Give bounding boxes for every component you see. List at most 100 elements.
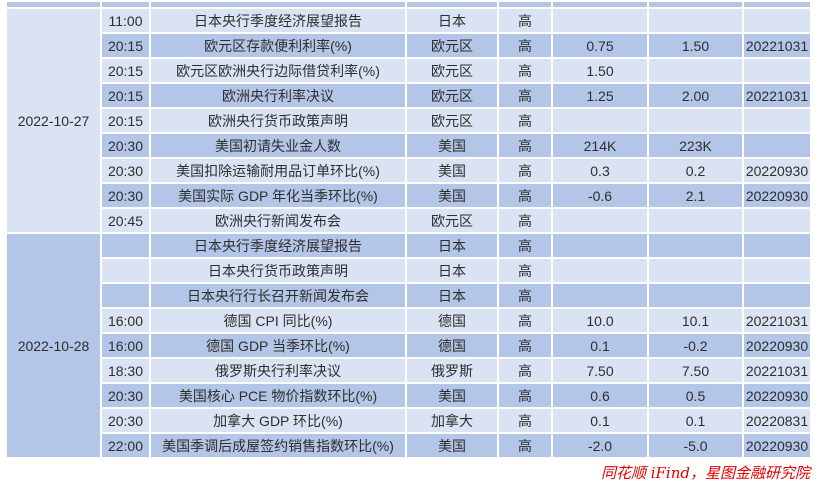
value2-cell: 223K [649,134,742,157]
table-row: 日本央行货币政策声明 日本高 [7,259,810,282]
value1-cell: 10.0 [553,309,647,332]
time-cell: 20:15 [102,109,149,132]
importance-cell: 高 [499,284,551,307]
event-cell: 加拿大 GDP 环比(%) [151,409,405,432]
value2-cell: 1.50 [649,34,742,57]
value2-cell: 2.1 [649,184,742,207]
value1-cell: 0.1 [553,334,647,357]
region-cell: 欧元区 [407,109,497,132]
importance-cell: 高 [499,259,551,282]
table-row: 20:15 欧元区存款便利利率(%) 欧元区高 0.75 1.50 20221031 [7,34,810,57]
value1-cell: -0.6 [553,184,647,207]
region-cell: 欧元区 [407,34,497,57]
value2-cell: 2.00 [649,84,742,107]
value1-cell: 0.75 [553,34,647,57]
date2-cell [744,284,810,307]
importance-cell: 高 [499,409,551,432]
value2-cell: 0.5 [649,384,742,407]
date2-cell [744,9,810,32]
date2-cell [744,109,810,132]
event-cell: 欧洲央行利率决议 [151,84,405,107]
event-cell: 德国 GDP 当季环比(%) [151,334,405,357]
table-row: 20:15 欧洲央行货币政策声明 欧元区高 [7,109,810,132]
value1-cell [553,9,647,32]
time-cell: 20:15 [102,84,149,107]
event-cell: 欧元区存款便利利率(%) [151,34,405,57]
calendar-body: 2022-10-27 11:00 日本央行季度经济展望报告 日本高 20:15 欧元区存款… [7,2,810,457]
importance-cell: 高 [499,234,551,257]
importance-cell: 高 [499,134,551,157]
event-cell: 日本央行行长召开新闻发布会 [151,284,405,307]
table-row: 16:00 德国 GDP 当季环比(%) 德国高 0.1 -0.2 20220930 [7,334,810,357]
region-cell: 欧元区 [407,59,497,82]
table-row: 20:30 美国初请失业金人数 美国高 214K 223K [7,134,810,157]
table-row: 20:45 欧洲央行新闻发布会 欧元区高 [7,209,810,232]
importance-cell: 高 [499,359,551,382]
time-cell: 20:30 [102,409,149,432]
region-cell: 美国 [407,184,497,207]
time-cell: 20:15 [102,34,149,57]
partial-date-cell [7,2,100,7]
importance-cell: 高 [499,84,551,107]
importance-cell: 高 [499,34,551,57]
event-cell: 日本央行季度经济展望报告 [151,9,405,32]
partial-value2-cell [649,2,742,7]
value2-cell [649,109,742,132]
importance-cell: 高 [499,209,551,232]
event-cell: 俄罗斯央行利率决议 [151,359,405,382]
time-cell: 20:30 [102,384,149,407]
partial-event-cell [151,2,405,7]
date-group-cell: 2022-10-27 [7,9,100,232]
value1-cell [553,284,647,307]
region-cell: 日本 [407,9,497,32]
value1-cell: 1.50 [553,59,647,82]
table-row: 日本央行行长召开新闻发布会 日本高 [7,284,810,307]
table-row: 16:00 德国 CPI 同比(%) 德国高 10.0 10.1 20221031 [7,309,810,332]
date2-cell: 20220930 [744,384,810,407]
date2-cell: 20221031 [744,84,810,107]
value2-cell: 7.50 [649,359,742,382]
date2-cell [744,59,810,82]
time-cell: 20:30 [102,184,149,207]
value2-cell [649,284,742,307]
value1-cell [553,109,647,132]
date2-cell: 20220930 [744,334,810,357]
time-cell [102,259,149,282]
value2-cell [649,9,742,32]
time-cell: 16:00 [102,309,149,332]
time-cell: 20:30 [102,134,149,157]
date2-cell: 20220930 [744,184,810,207]
region-cell: 加拿大 [407,409,497,432]
table-row: 2022-10-28 日本央行季度经济展望报告 日本高 [7,234,810,457]
value1-cell [553,209,647,232]
date2-cell: 20220831 [744,409,810,432]
value2-cell: 0.2 [649,159,742,182]
partial-importance-cell [499,2,551,7]
region-cell: 美国 [407,159,497,182]
table-row: 20:30 美国扣除运输耐用品订单环比(%) 美国高 0.3 0.2 20220930 [7,159,810,182]
table-row: 22:00 美国季调后成屋签约销售指数环比(%) 美国高 -2.0 -5.0 202209… [7,434,810,457]
importance-cell: 高 [499,184,551,207]
date2-cell: 20221031 [744,359,810,382]
value2-cell: -0.2 [649,334,742,357]
date2-cell [744,259,810,282]
partial-date2-cell [744,2,810,7]
time-cell: 18:30 [102,359,149,382]
importance-cell: 高 [499,309,551,332]
time-cell: 22:00 [102,434,149,457]
date2-cell [744,209,810,232]
partial-value1-cell [553,2,647,7]
region-cell: 德国 [407,334,497,357]
value1-cell: 0.6 [553,384,647,407]
table-row: 2022-10-27 11:00 日本央行季度经济展望报告 日本高 [7,9,810,232]
event-cell: 日本央行季度经济展望报告 [151,234,405,257]
region-cell: 美国 [407,134,497,157]
region-cell: 日本 [407,234,497,257]
value2-cell: -5.0 [649,434,742,457]
event-cell: 日本央行货币政策声明 [151,259,405,282]
region-cell: 俄罗斯 [407,359,497,382]
date2-cell: 20221031 [744,309,810,332]
event-cell: 美国扣除运输耐用品订单环比(%) [151,159,405,182]
value1-cell: 0.1 [553,409,647,432]
importance-cell: 高 [499,9,551,32]
